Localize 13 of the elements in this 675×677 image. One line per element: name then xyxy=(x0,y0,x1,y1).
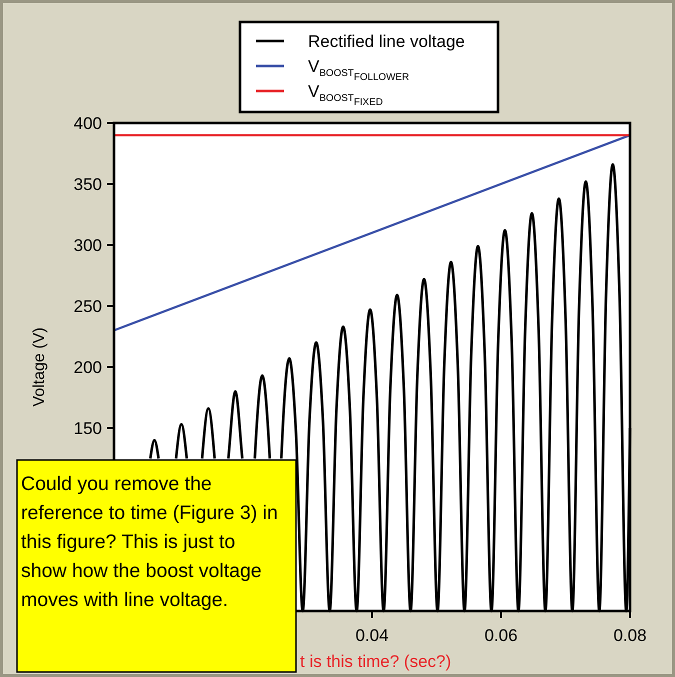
y-tick-label: 400 xyxy=(74,114,102,133)
y-tick-label: 300 xyxy=(74,236,102,255)
x-tick-label: 0.06 xyxy=(484,626,518,645)
x-tick-label: 0.04 xyxy=(355,626,389,645)
y-tick-label: 250 xyxy=(74,296,102,316)
x-axis-title: t is this time? (sec?) xyxy=(300,652,452,671)
x-tick-label: 0.08 xyxy=(613,626,647,645)
annotation: Could you remove the reference to time (Figure 3) in this figure? This is just to show how the boost voltage moves with line voltage. xyxy=(20,472,279,613)
y-tick-label: 150 xyxy=(74,418,102,438)
y-tick-label: 200 xyxy=(74,358,102,377)
y-axis-title: Voltage (V) xyxy=(31,327,48,407)
y-tick-label: 350 xyxy=(74,174,102,194)
legend-label: Rectified line voltage xyxy=(308,32,465,51)
